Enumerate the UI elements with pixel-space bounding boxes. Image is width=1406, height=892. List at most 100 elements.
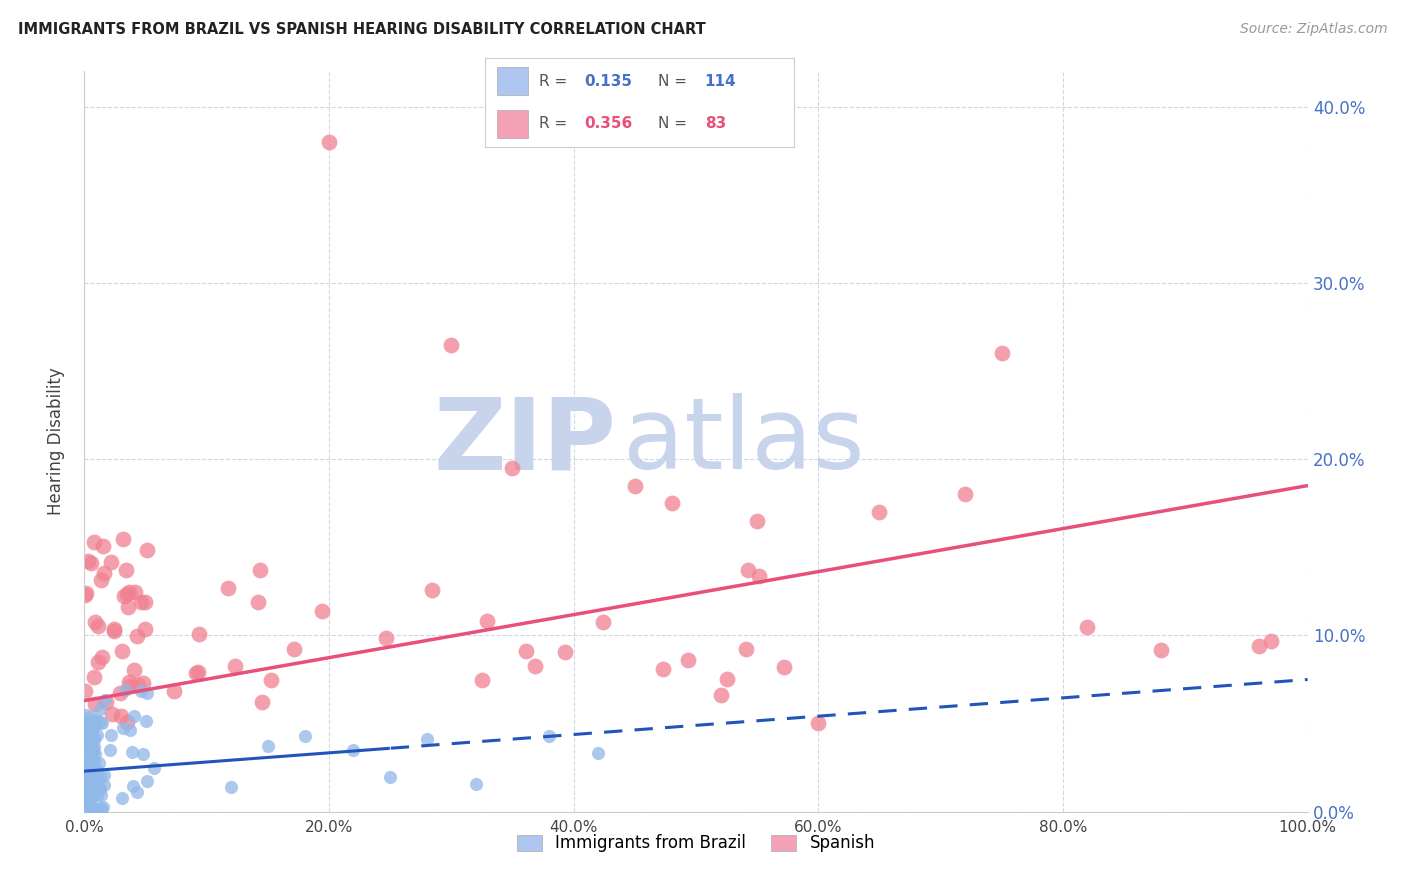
Point (869, 505, 891, 519)
Point (747, 514, 769, 528)
Point (77, 746, 100, 760)
Point (162, 683, 184, 698)
Text: 0.356: 0.356 (583, 117, 633, 131)
Point (991, 346, 1014, 360)
Point (84, 615, 107, 629)
Point (477, 615, 499, 629)
Point (73, 588, 96, 602)
Point (318, 135, 340, 149)
Point (117, 714, 139, 729)
Text: Source: ZipAtlas.com: Source: ZipAtlas.com (1240, 22, 1388, 37)
Point (79, 770, 101, 784)
Point (464, 777, 486, 791)
Point (651, 662, 673, 676)
Point (114, 682, 136, 697)
Point (77, 794, 100, 808)
Point (375, 631, 398, 645)
Point (77, 798, 100, 813)
Point (127, 678, 149, 692)
Point (110, 709, 132, 723)
Point (710, 688, 733, 702)
Point (94, 695, 117, 709)
Point (82, 802, 104, 816)
Point (89, 715, 111, 730)
Point (79, 804, 101, 818)
Point (502, 461, 524, 475)
Point (83, 762, 105, 776)
Point (77, 754, 100, 768)
Point (84, 697, 107, 711)
Point (80, 556, 103, 570)
Point (134, 622, 156, 636)
Point (75, 753, 97, 767)
Point (219, 780, 242, 794)
Point (73, 785, 96, 799)
Text: R =: R = (538, 74, 572, 88)
Bar (498, 67, 529, 95)
Point (135, 686, 157, 700)
Point (75, 715, 97, 730)
Point (79, 786, 101, 800)
Point (86, 802, 108, 816)
Point (80, 726, 103, 740)
Point (76, 787, 98, 801)
Point (249, 563, 271, 577)
Point (77, 761, 100, 775)
Point (118, 723, 141, 737)
Point (83, 740, 105, 755)
Point (122, 779, 145, 793)
Point (77, 720, 100, 734)
Point (112, 532, 135, 546)
Point (84, 713, 107, 727)
Point (124, 585, 146, 599)
Text: atlas: atlas (623, 393, 865, 490)
Point (80, 797, 103, 812)
Point (103, 624, 125, 639)
Point (82, 790, 104, 805)
Point (80, 777, 103, 791)
Point (77, 778, 100, 792)
Point (586, 746, 609, 760)
Point (80, 739, 103, 754)
Point (294, 730, 316, 744)
Point (554, 645, 576, 659)
Point (79, 727, 101, 741)
Point (735, 641, 758, 656)
Point (86, 655, 108, 669)
Point (1076, 619, 1098, 633)
Point (79, 722, 101, 736)
Point (75, 586, 97, 600)
Text: 0.135: 0.135 (583, 74, 633, 88)
Point (108, 686, 131, 700)
Point (89, 702, 111, 716)
Text: N =: N = (658, 74, 692, 88)
Point (90, 573, 112, 587)
Point (136, 774, 159, 789)
Point (76, 716, 98, 731)
Point (77, 733, 100, 747)
Point (1247, 639, 1270, 653)
Point (135, 714, 157, 729)
Point (342, 742, 364, 756)
Point (91, 800, 114, 814)
Point (79, 710, 101, 724)
Point (125, 629, 148, 643)
Point (250, 695, 273, 709)
Point (75, 769, 97, 783)
Point (1150, 642, 1173, 657)
Point (100, 706, 122, 721)
Point (77, 767, 100, 781)
Point (953, 487, 976, 501)
Point (83, 720, 105, 734)
Point (440, 337, 463, 351)
Point (624, 478, 647, 492)
Point (524, 659, 547, 673)
Point (121, 745, 143, 759)
Point (79, 753, 101, 767)
Point (807, 715, 830, 730)
Y-axis label: Hearing Disability: Hearing Disability (46, 368, 65, 516)
Point (93, 778, 115, 792)
Point (118, 585, 141, 599)
Point (83, 772, 105, 787)
Point (111, 644, 134, 658)
